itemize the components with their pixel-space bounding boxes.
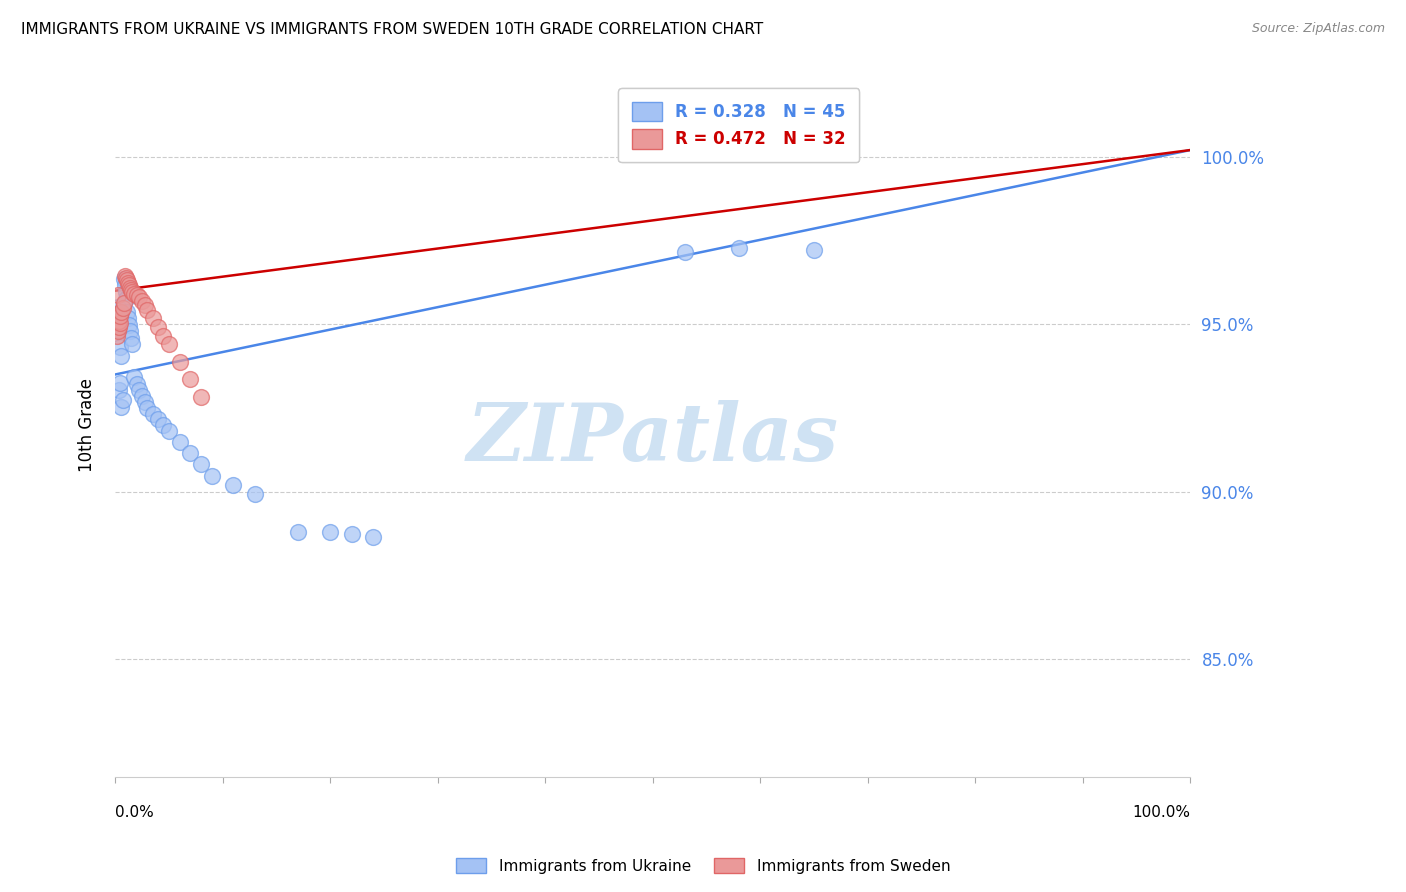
Point bbox=[134, 395, 156, 409]
Legend: R = 0.328   N = 45, R = 0.472   N = 32: R = 0.328 N = 45, R = 0.472 N = 32 bbox=[619, 88, 859, 161]
Point bbox=[128, 383, 150, 397]
Point bbox=[114, 285, 136, 299]
Point bbox=[110, 340, 132, 354]
Point bbox=[169, 355, 191, 369]
Point bbox=[114, 292, 136, 306]
Point bbox=[111, 301, 134, 315]
Point bbox=[319, 524, 342, 539]
Point bbox=[107, 325, 129, 339]
Point bbox=[405, 28, 427, 42]
Point bbox=[128, 290, 150, 304]
Point bbox=[107, 323, 129, 337]
Point bbox=[105, 317, 128, 331]
Point bbox=[136, 302, 159, 317]
Point bbox=[120, 280, 142, 294]
Point bbox=[142, 311, 165, 326]
Point bbox=[803, 243, 825, 257]
Point bbox=[1115, 36, 1137, 50]
Point bbox=[120, 283, 142, 297]
Text: 100.0%: 100.0% bbox=[1132, 805, 1191, 820]
Point bbox=[287, 524, 309, 539]
Legend: Immigrants from Ukraine, Immigrants from Sweden: Immigrants from Ukraine, Immigrants from… bbox=[450, 852, 956, 880]
Point bbox=[110, 309, 132, 323]
Point bbox=[117, 311, 139, 326]
Point bbox=[131, 389, 153, 403]
Text: IMMIGRANTS FROM UKRAINE VS IMMIGRANTS FROM SWEDEN 10TH GRADE CORRELATION CHART: IMMIGRANTS FROM UKRAINE VS IMMIGRANTS FR… bbox=[21, 22, 763, 37]
Point bbox=[112, 296, 135, 310]
Point bbox=[110, 316, 132, 330]
Point bbox=[115, 305, 138, 319]
Point bbox=[125, 288, 148, 302]
Point bbox=[118, 318, 141, 332]
Point bbox=[131, 293, 153, 308]
Point bbox=[1050, 42, 1073, 56]
Point bbox=[673, 245, 696, 260]
Point bbox=[115, 273, 138, 287]
Point bbox=[121, 285, 143, 300]
Point bbox=[105, 328, 128, 343]
Point bbox=[190, 458, 212, 472]
Text: 0.0%: 0.0% bbox=[115, 805, 153, 820]
Point bbox=[222, 477, 245, 491]
Point bbox=[179, 372, 201, 386]
Point bbox=[146, 412, 169, 426]
Point bbox=[114, 271, 136, 285]
Point bbox=[107, 287, 129, 301]
Point bbox=[157, 337, 180, 351]
Point bbox=[124, 287, 146, 301]
Point bbox=[120, 331, 142, 345]
Point bbox=[134, 298, 156, 312]
Text: Source: ZipAtlas.com: Source: ZipAtlas.com bbox=[1251, 22, 1385, 36]
Point bbox=[108, 306, 131, 320]
Point bbox=[107, 300, 129, 314]
Point bbox=[179, 446, 201, 460]
Point bbox=[243, 486, 266, 500]
Point bbox=[125, 376, 148, 391]
Point bbox=[120, 324, 142, 338]
Y-axis label: 10th Grade: 10th Grade bbox=[79, 378, 96, 472]
Point bbox=[361, 530, 384, 544]
Point bbox=[157, 424, 180, 438]
Point bbox=[142, 407, 165, 421]
Point bbox=[110, 305, 132, 319]
Point bbox=[108, 320, 131, 334]
Text: ZIPatlas: ZIPatlas bbox=[467, 401, 839, 477]
Point bbox=[727, 241, 749, 255]
Point bbox=[201, 468, 224, 483]
Point bbox=[110, 400, 132, 414]
Point bbox=[108, 313, 131, 327]
Point bbox=[152, 417, 174, 432]
Point bbox=[190, 390, 212, 404]
Point bbox=[169, 434, 191, 449]
Point bbox=[108, 384, 131, 398]
Point bbox=[340, 527, 363, 541]
Point bbox=[136, 401, 159, 416]
Point bbox=[110, 350, 132, 364]
Point bbox=[117, 276, 139, 290]
Point bbox=[111, 392, 134, 407]
Point bbox=[114, 278, 136, 293]
Point bbox=[114, 268, 136, 283]
Point bbox=[124, 370, 146, 384]
Point bbox=[146, 320, 169, 334]
Point bbox=[152, 328, 174, 343]
Point bbox=[121, 337, 143, 351]
Point bbox=[112, 272, 135, 286]
Point bbox=[118, 278, 141, 293]
Point bbox=[110, 376, 132, 391]
